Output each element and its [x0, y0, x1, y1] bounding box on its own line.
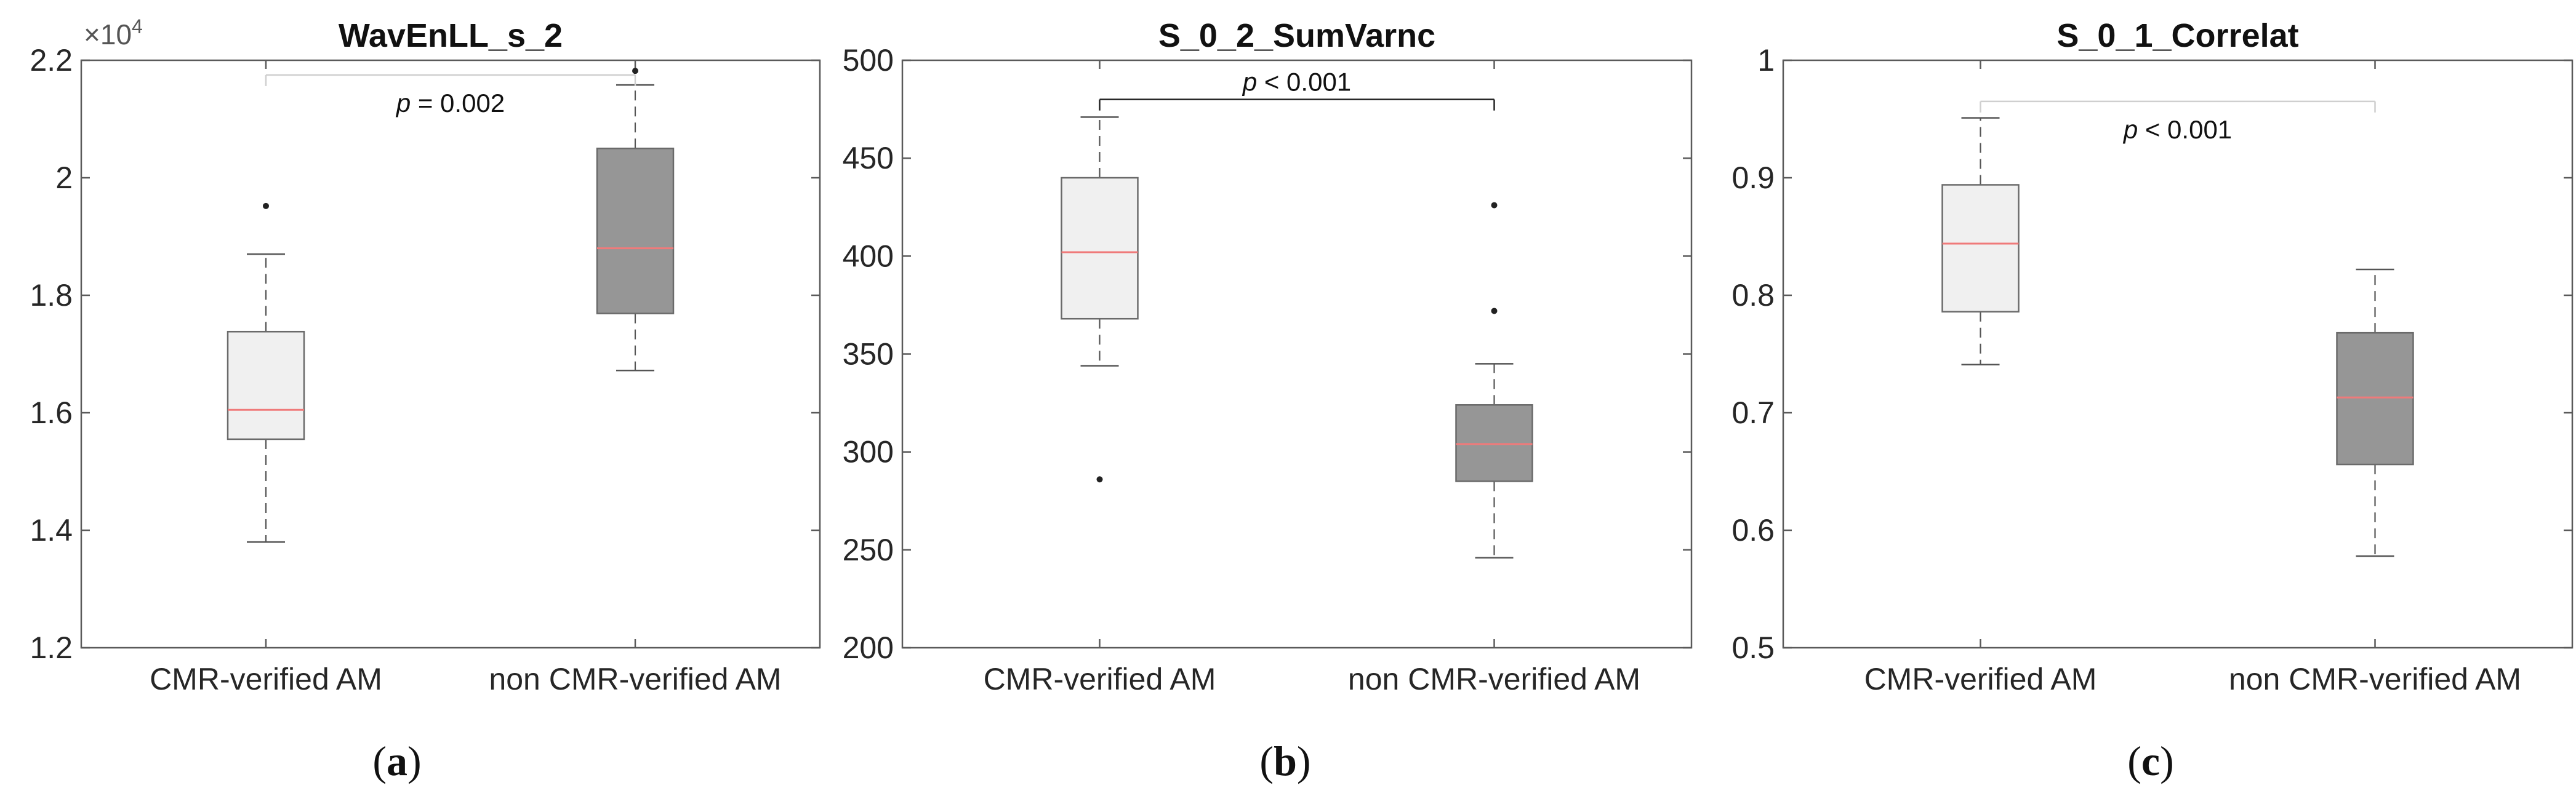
- panel-label-a: (a): [372, 738, 422, 784]
- p-value: < 0.001: [1257, 68, 1351, 97]
- y-tick-label: 1: [1757, 43, 1775, 78]
- y-tick-label: 1.6: [30, 396, 73, 430]
- p-symbol: p: [2122, 115, 2138, 144]
- chart-title: WavEnLL_s_2: [339, 17, 563, 54]
- y-tick-label: 500: [843, 43, 894, 78]
- box-iqr: [227, 330, 305, 440]
- y-tick-label: 0.5: [1731, 631, 1775, 665]
- y-tick-label: 450: [843, 141, 894, 175]
- x-tick-label: CMR-verified AM: [984, 662, 1216, 696]
- outlier-point: [632, 68, 638, 74]
- x-tick-label: non CMR-verified AM: [1348, 662, 1640, 696]
- box-iqr: [1941, 184, 2020, 312]
- chart-panel-2: 200 250 300 350 400 450 500 CMR-verified AM non …: [843, 17, 1693, 696]
- chart-panel-3: 0.5 0.6 0.7 0.8 0.9 1 CMR-verified AM non CMR-v…: [1731, 17, 2574, 696]
- box-2: [2336, 268, 2414, 557]
- panel-label-c: (c): [2127, 738, 2174, 784]
- box-2: [1455, 202, 1533, 559]
- outlier-point: [1491, 308, 1498, 314]
- y-tick-label: 350: [843, 337, 894, 372]
- panel-label-b: (b): [1259, 738, 1311, 784]
- p-symbol: p: [1242, 68, 1257, 97]
- box-iqr: [2336, 332, 2414, 466]
- box-1: [227, 202, 305, 543]
- x-tick-label: non CMR-verified AM: [489, 662, 781, 696]
- p-value-label: p < 0.001: [1242, 68, 1351, 97]
- p-value: < 0.001: [2138, 115, 2232, 144]
- x-tick-label: CMR-verified AM: [1864, 662, 2097, 696]
- chart-panel-1: 1.2 1.4 1.6 1.8 2 2.2 CMR-verified AM non CMR-v…: [30, 15, 821, 696]
- box-iqr: [1455, 404, 1533, 482]
- y-tick-label: 400: [843, 239, 894, 273]
- y-tick-label: 200: [843, 631, 894, 665]
- outlier-point: [263, 202, 269, 209]
- y-tick-label: 0.6: [1731, 513, 1775, 547]
- box-1: [1941, 117, 2020, 365]
- axes-frame: [80, 59, 821, 649]
- p-symbol: p: [395, 89, 411, 117]
- y-tick-label: 2: [55, 161, 73, 195]
- y-tick-label: 1.8: [30, 278, 73, 312]
- p-value-label: p < 0.001: [2122, 115, 2232, 144]
- axes-frame: [1782, 59, 2574, 649]
- box-1: [1061, 116, 1139, 483]
- x-tick-label: CMR-verified AM: [150, 662, 382, 696]
- axis-exponent-power: 4: [132, 15, 143, 38]
- y-tick-label: 250: [843, 533, 894, 567]
- y-tick-label: 0.7: [1731, 396, 1775, 430]
- outlier-point: [1491, 202, 1498, 209]
- chart-title: S_0_1_Correlat: [2056, 17, 2298, 54]
- box-iqr: [1061, 177, 1139, 320]
- box-2: [596, 68, 675, 372]
- box-iqr: [596, 148, 675, 314]
- axes-frame: [901, 59, 1693, 649]
- chart-title: S_0_2_SumVarnc: [1158, 17, 1435, 54]
- p-value-label: p = 0.002: [395, 89, 505, 117]
- x-tick-label: non CMR-verified AM: [2229, 662, 2521, 696]
- y-tick-label: 1.2: [30, 631, 73, 665]
- y-tick-label: 300: [843, 435, 894, 469]
- y-tick-label: 2.2: [30, 43, 73, 78]
- y-tick-label: 1.4: [30, 513, 73, 547]
- p-value: = 0.002: [411, 89, 505, 117]
- outlier-point: [1096, 476, 1103, 483]
- y-tick-label: 0.9: [1731, 161, 1775, 195]
- y-tick-label: 0.8: [1731, 278, 1775, 312]
- axis-exponent: ×104: [84, 15, 143, 50]
